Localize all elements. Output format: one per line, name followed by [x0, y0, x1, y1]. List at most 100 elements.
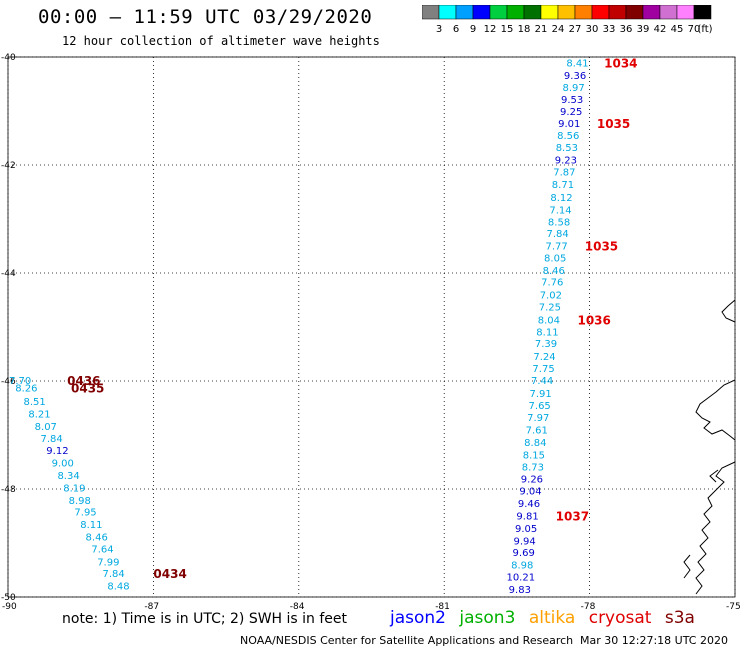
x-tick-label: -90 — [2, 602, 17, 612]
wave-height-label: 9.81 — [516, 511, 538, 522]
wave-height-label: 8.41 — [566, 58, 588, 69]
wave-height-label: 8.56 — [557, 131, 579, 142]
wave-height-label: 8.71 — [552, 180, 574, 191]
wave-height-label: 7.75 — [532, 364, 554, 375]
wave-height-label: 7.24 — [533, 352, 555, 363]
satellite-legend: jason2 jason3 altika cryosat s3a — [390, 608, 703, 628]
wave-height-label: 8.11 — [536, 327, 558, 338]
chart-title: 00:00 – 11:59 UTC 03/29/2020 — [38, 6, 373, 28]
wave-height-label: 7.91 — [530, 389, 552, 400]
color-legend: 3 6 9 12 15 18 21 24 27 30 33 36 39 42 45 70(ft) — [422, 5, 713, 35]
pass-time-label: 1034 — [604, 56, 637, 70]
wave-height-label: 8.12 — [550, 193, 572, 204]
x-tick-label: -87 — [144, 602, 159, 612]
wave-height-label: 8.34 — [57, 471, 79, 482]
wave-height-label: 7.87 — [553, 167, 575, 178]
y-tick-label: -42 — [1, 161, 16, 171]
generated-timestamp: Mar 30 12:27:18 UTC 2020 — [580, 634, 728, 647]
legend-label: 30 — [586, 24, 599, 35]
wave-height-label: 9.25 — [560, 107, 582, 118]
legend-label: 42 — [654, 24, 667, 35]
wave-height-label: 10.21 — [506, 572, 535, 583]
wave-height-label: 7.97 — [527, 413, 549, 424]
wave-height-label: 8.21 — [28, 409, 50, 420]
wave-height-label: 9.36 — [564, 71, 586, 82]
wave-height-label: 7.99 — [97, 557, 119, 568]
wave-height-label: 8.51 — [24, 397, 46, 408]
legend-label: 39 — [637, 24, 650, 35]
wave-height-label: 9.05 — [515, 524, 537, 535]
wave-height-label: 8.84 — [524, 438, 546, 449]
legend-unit: (ft) — [697, 24, 712, 35]
legend-label: 27 — [569, 24, 582, 35]
wave-height-label: 8.58 — [548, 218, 570, 229]
wave-height-label: 7.95 — [74, 508, 96, 519]
sat-s3a: s3a — [664, 608, 695, 628]
wave-height-label: 8.04 — [538, 315, 560, 326]
wave-height-label: 9.46 — [518, 499, 540, 510]
y-tick-label: -48 — [1, 485, 16, 495]
wave-height-label: 8.11 — [80, 520, 102, 531]
legend-label: 33 — [603, 24, 616, 35]
wave-height-label: 7.39 — [535, 339, 557, 350]
sat-jason2: jason2 — [390, 608, 446, 628]
pass-time-label: 1035 — [585, 239, 618, 253]
sat-jason3: jason3 — [459, 608, 516, 628]
wave-height-label: 8.07 — [35, 422, 57, 433]
legend-label: 6 — [453, 24, 459, 35]
wave-height-label: 7.76 — [541, 278, 563, 289]
footer-note: note: 1) Time is in UTC; 2) SWH is in fe… — [62, 611, 348, 627]
credit-line: NOAA/NESDIS Center for Satellite Applica… — [240, 634, 574, 647]
x-tick-label: -78 — [581, 602, 596, 612]
wave-height-label: 9.04 — [519, 487, 541, 498]
y-tick-label: -46 — [1, 377, 16, 387]
wave-height-label: 9.23 — [555, 156, 577, 167]
wave-height-label: 7.77 — [546, 241, 568, 252]
wave-height-label: 8.26 — [15, 383, 37, 394]
wave-height-label: 7.64 — [91, 544, 113, 555]
legend-label: 15 — [501, 24, 514, 35]
wave-height-label: 7.84 — [40, 434, 62, 445]
y-tick-label: -44 — [1, 269, 16, 279]
chart-subtitle: 12 hour collection of altimeter wave hei… — [62, 34, 380, 48]
wave-height-label: 7.84 — [103, 569, 125, 580]
wave-height-label: 8.15 — [523, 450, 545, 461]
legend-label: 18 — [518, 24, 531, 35]
wave-height-label: 7.65 — [529, 401, 551, 412]
coastline — [683, 299, 736, 595]
legend-label: 45 — [671, 24, 684, 35]
pass-time-label: 1036 — [577, 313, 610, 327]
wave-height-label: 8.19 — [63, 483, 85, 494]
legend-label: 21 — [535, 24, 548, 35]
wave-height-label: 9.01 — [558, 119, 580, 130]
wave-height-label: 8.73 — [522, 462, 544, 473]
wave-height-label: 9.83 — [509, 585, 531, 596]
pass-time-label: 1035 — [597, 117, 630, 131]
wave-height-label: 9.69 — [513, 548, 535, 559]
wave-height-label: 8.97 — [562, 83, 584, 94]
legend-label: 24 — [552, 24, 565, 35]
x-tick-label: -75 — [726, 602, 740, 612]
wave-height-label: 7.44 — [531, 376, 553, 387]
legend-label: 3 — [436, 24, 442, 35]
wave-height-label: 9.53 — [561, 95, 583, 106]
wave-height-label: 7.70 — [9, 376, 31, 387]
y-tick-label: -40 — [1, 53, 16, 63]
wave-height-label: 8.53 — [556, 143, 578, 154]
legend-label: 36 — [620, 24, 633, 35]
wave-height-label: 8.48 — [107, 582, 129, 593]
legend-label: 9 — [470, 24, 476, 35]
pass-time-label: 1037 — [556, 509, 589, 523]
wave-height-label: 7.02 — [540, 291, 562, 302]
x-tick-label: -81 — [435, 602, 450, 612]
wave-height-label: 7.14 — [549, 205, 571, 216]
wave-height-label: 9.00 — [52, 459, 74, 470]
x-tick-label: -84 — [290, 602, 305, 612]
sat-cryosat: cryosat — [588, 608, 652, 628]
wave-height-label: 8.46 — [86, 533, 108, 544]
legend-label: 12 — [484, 24, 497, 35]
pass-time-label: 0434 — [153, 567, 186, 581]
wave-height-label: 8.98 — [511, 561, 533, 572]
wave-height-label: 7.84 — [546, 229, 568, 240]
